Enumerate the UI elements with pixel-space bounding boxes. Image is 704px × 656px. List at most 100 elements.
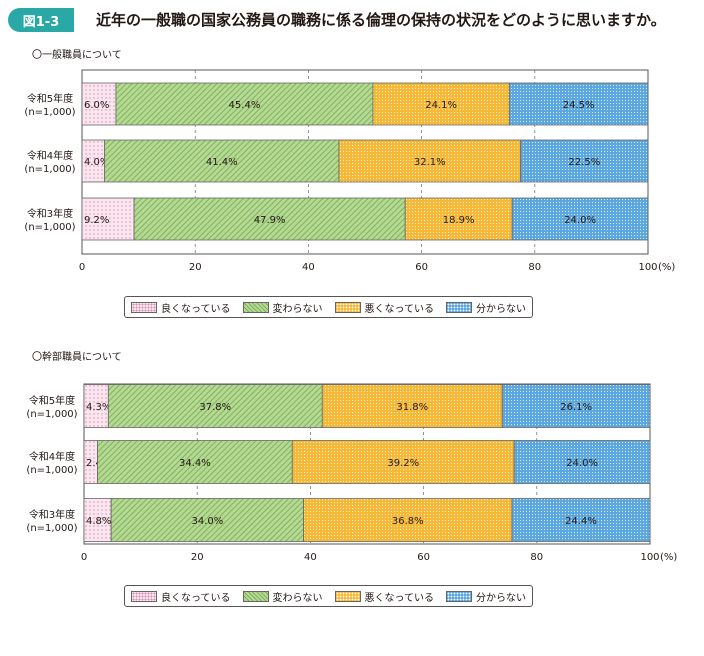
bar-worse	[303, 498, 513, 542]
x-tick-label: 20	[191, 552, 204, 563]
legend-label: 分からない	[476, 303, 526, 315]
data-label: 24.1%	[425, 100, 457, 111]
data-label: 24.0%	[564, 215, 596, 226]
bar-improved	[81, 82, 117, 126]
legend-item-improved: 良くなっている	[131, 300, 231, 315]
legend-label: 良くなっている	[161, 303, 231, 315]
legend-item-worse: 悪くなっている	[334, 300, 435, 315]
data-label: 18.9%	[443, 215, 475, 226]
category-sublabel: (n=1,000)	[24, 164, 75, 175]
bar-unchanged	[115, 82, 374, 126]
data-label: 32.1%	[414, 157, 446, 168]
stacked-bar-chart-executive-staff: 4.3%37.8%31.8%26.1%令和5年度(n=1,000)2.4%34.…	[26, 383, 677, 563]
x-tick-label: 80	[530, 552, 543, 563]
bar-unchanged	[110, 498, 305, 542]
legend-swatch-unchanged	[242, 301, 269, 313]
legend-label: 変わらない	[272, 303, 323, 315]
bar-unchanged	[104, 139, 340, 183]
bar-unknown	[511, 498, 651, 542]
data-label: 41.4%	[206, 157, 238, 168]
data-label: 24.4%	[565, 516, 597, 527]
bar-worse	[404, 197, 513, 241]
legend-swatch-improved	[131, 590, 157, 602]
data-label: 31.8%	[396, 402, 428, 413]
x-tick-label: 20	[189, 262, 202, 273]
legend-executive-staff: 良くなっている 変わらない 悪くなっている 分からない	[124, 585, 533, 607]
legend-general-staff: 良くなっている 変わらない 悪くなっている 分からない	[124, 296, 533, 318]
bar-worse	[291, 440, 515, 484]
bar-improved	[81, 197, 135, 241]
category-label: 令和4年度	[27, 149, 73, 162]
x-tick-label: 100	[640, 552, 659, 563]
category-sublabel: (n=1,000)	[26, 465, 77, 476]
legend-item-unchanged: 変わらない	[242, 589, 323, 604]
bar-improved	[83, 498, 112, 542]
data-label: 26.1%	[560, 402, 592, 413]
figure-number-badge: 図1-3	[8, 8, 74, 32]
bar-unknown	[501, 384, 651, 428]
legend-swatch-unknown	[446, 590, 472, 602]
x-tick-label: 0	[79, 262, 85, 273]
category-sublabel: (n=1,000)	[26, 523, 77, 534]
category-sublabel: (n=1,000)	[24, 222, 75, 233]
category-label: 令和5年度	[27, 92, 73, 105]
legend-swatch-unknown	[446, 301, 472, 313]
legend-swatch-unchanged	[242, 590, 269, 602]
legend-label: 分からない	[476, 592, 526, 604]
legend-item-worse: 悪くなっている	[334, 589, 435, 604]
data-label: 4.8%	[86, 516, 111, 527]
figure-header: 図1-3 近年の一般職の国家公務員の職務に係る倫理の保持の状況をどのように思いま…	[0, 0, 704, 44]
category-label: 令和3年度	[27, 207, 73, 220]
legend-item-unchanged: 変わらない	[242, 300, 323, 315]
legend-label: 悪くなっている	[364, 592, 435, 604]
data-label: 4.0%	[84, 157, 109, 168]
legend-swatch-worse	[334, 590, 361, 602]
x-tick-label: 40	[302, 262, 315, 273]
data-label: 22.5%	[568, 157, 600, 168]
data-label: 37.8%	[199, 402, 231, 413]
data-label: 47.9%	[254, 215, 286, 226]
bar-unknown	[508, 82, 649, 126]
data-label: 6.0%	[84, 100, 109, 111]
legend-label: 変わらない	[272, 592, 323, 604]
x-tick-label: 60	[417, 552, 430, 563]
legend-item-improved: 良くなっている	[131, 589, 231, 604]
data-label: 9.2%	[84, 215, 109, 226]
category-label: 令和5年度	[29, 394, 75, 407]
bar-unknown	[520, 139, 649, 183]
category-label: 令和4年度	[29, 450, 75, 463]
data-label: 34.4%	[179, 458, 211, 469]
bar-unknown	[511, 197, 649, 241]
section-title-general-staff: 〇一般職員について	[32, 50, 122, 61]
legend-label: 悪くなっている	[364, 303, 435, 315]
bar-improved	[83, 384, 109, 428]
legend-label: 良くなっている	[161, 592, 231, 604]
bar-unchanged	[97, 440, 293, 484]
x-tick-label: 40	[304, 552, 317, 563]
data-label: 4.3%	[86, 402, 111, 413]
category-label: 令和3年度	[29, 508, 75, 521]
legend-item-unknown: 分からない	[446, 300, 526, 315]
data-label: 39.2%	[387, 458, 419, 469]
legend-swatch-improved	[131, 301, 157, 313]
data-label: 45.4%	[229, 100, 261, 111]
legend-swatch-worse	[334, 301, 361, 313]
x-tick-label: 60	[415, 262, 428, 273]
figure-title: 近年の一般職の国家公務員の職務に係る倫理の保持の状況をどのように思いますか。	[96, 11, 666, 29]
x-tick-label: 80	[528, 262, 541, 273]
legend-item-unknown: 分からない	[446, 589, 526, 604]
data-label: 36.8%	[392, 516, 424, 527]
bar-unchanged	[133, 197, 406, 241]
data-label: 24.0%	[566, 458, 598, 469]
x-tick-label: 100	[638, 262, 657, 273]
bar-worse	[338, 139, 522, 183]
section-title-executive-staff: 〇幹部職員について	[32, 352, 122, 363]
x-tick-label: 0	[81, 552, 87, 563]
data-label: 34.0%	[191, 516, 223, 527]
category-sublabel: (n=1,000)	[24, 107, 75, 118]
category-sublabel: (n=1,000)	[26, 409, 77, 420]
x-unit-label: (%)	[658, 262, 675, 273]
x-unit-label: (%)	[660, 552, 677, 563]
data-label: 24.5%	[563, 100, 595, 111]
stacked-bar-chart-general-staff: 6.0% 45.4% 24.1% 24.5% 令和5年度 (n=1,000) 4.0% 41.…	[24, 69, 675, 273]
